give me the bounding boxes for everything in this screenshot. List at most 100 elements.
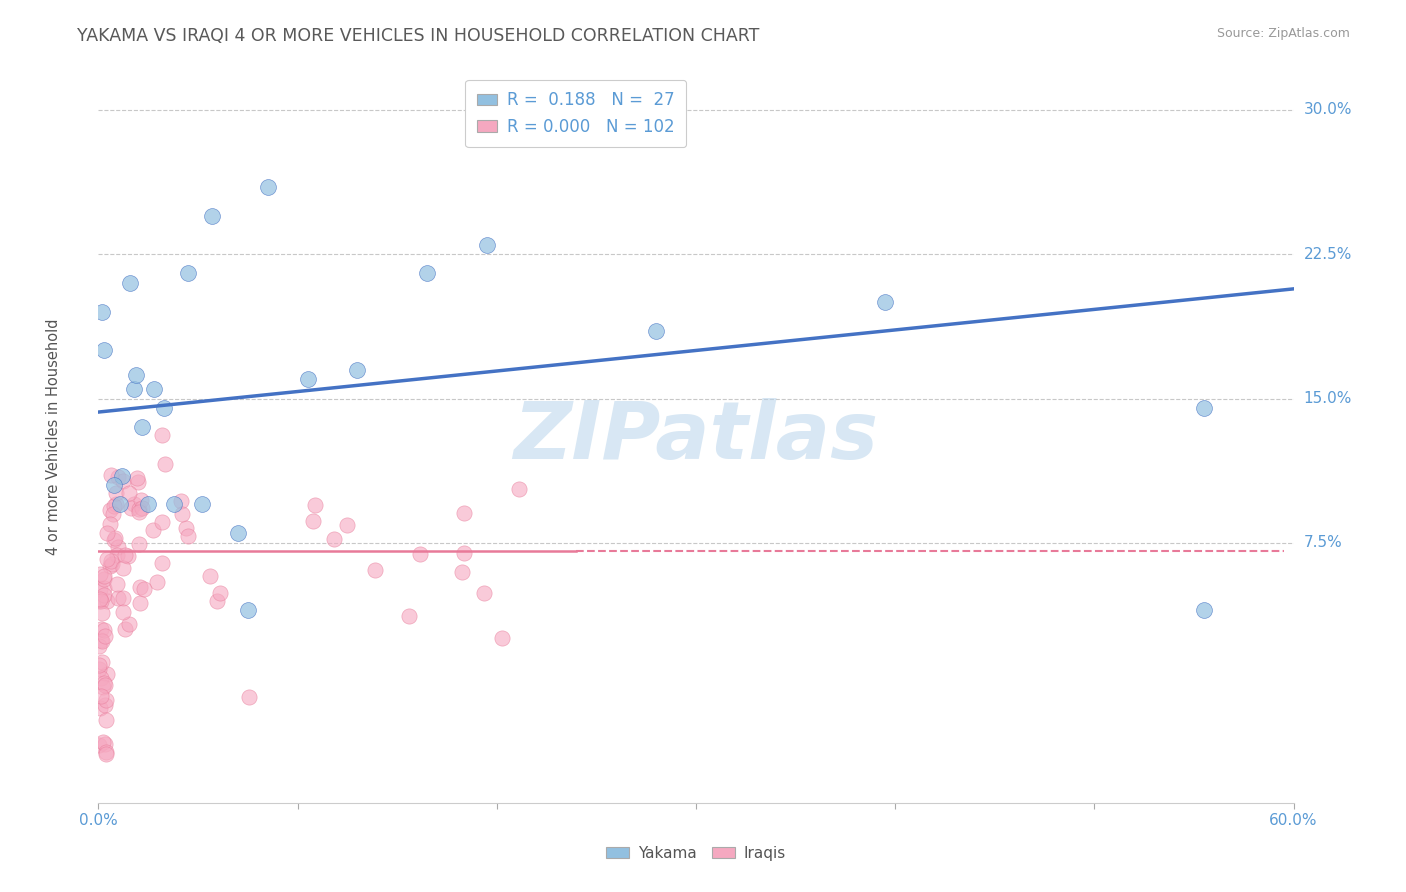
Point: [111, 468, 134, 483]
Point: [94, 737, 117, 751]
Point: [103, 499, 125, 513]
Point: [408, 547, 430, 561]
Point: [177, 267, 200, 281]
Text: Source: ZipAtlas.com: Source: ZipAtlas.com: [1216, 27, 1350, 40]
Point: [93, 581, 115, 595]
Point: [416, 267, 439, 281]
Point: [336, 517, 359, 532]
Point: [127, 475, 149, 489]
Point: [98, 517, 121, 532]
Point: [105, 485, 128, 500]
Point: [120, 501, 142, 516]
Point: [226, 526, 249, 541]
Point: [89, 582, 111, 596]
Point: [91, 680, 114, 694]
Point: [107, 540, 129, 554]
Point: [152, 427, 174, 442]
Point: [875, 295, 897, 310]
Point: [114, 623, 136, 637]
Point: [129, 580, 152, 594]
Point: [155, 457, 177, 471]
Point: [98, 502, 121, 516]
Point: [100, 467, 122, 482]
Point: [120, 276, 142, 290]
Point: [89, 701, 111, 715]
Point: [364, 563, 387, 577]
Point: [163, 498, 186, 512]
Point: [90, 594, 112, 608]
Point: [87, 662, 110, 676]
Point: [100, 559, 122, 574]
Point: [96, 713, 118, 727]
Point: [91, 606, 114, 620]
Point: [150, 556, 173, 570]
Point: [174, 521, 197, 535]
Point: [645, 324, 668, 338]
Point: [94, 629, 117, 643]
Point: [103, 533, 125, 547]
Point: [323, 532, 346, 546]
Point: [94, 745, 117, 759]
Point: [96, 667, 118, 681]
Point: [191, 498, 214, 512]
Point: [124, 382, 146, 396]
Point: [112, 474, 135, 488]
Point: [125, 368, 148, 383]
Point: [198, 569, 221, 583]
Point: [91, 655, 114, 669]
Text: 22.5%: 22.5%: [1303, 247, 1351, 261]
Point: [110, 498, 132, 512]
Text: 15.0%: 15.0%: [1303, 391, 1351, 406]
Point: [93, 588, 115, 602]
Point: [91, 305, 114, 319]
Point: [201, 209, 224, 223]
Point: [236, 603, 259, 617]
Point: [105, 548, 128, 562]
Point: [256, 179, 278, 194]
Point: [118, 486, 141, 500]
Point: [302, 514, 325, 528]
Point: [94, 747, 117, 762]
Text: 4 or more Vehicles in Household: 4 or more Vehicles in Household: [45, 318, 60, 556]
Point: [94, 678, 117, 692]
Point: [398, 608, 420, 623]
Point: [209, 586, 232, 600]
Text: YAKAMA VS IRAQI 4 OR MORE VEHICLES IN HOUSEHOLD CORRELATION CHART: YAKAMA VS IRAQI 4 OR MORE VEHICLES IN HO…: [77, 27, 759, 45]
Point: [96, 552, 118, 566]
Point: [177, 529, 200, 543]
Point: [87, 738, 110, 752]
Point: [1192, 401, 1215, 416]
Point: [146, 575, 169, 590]
Point: [128, 505, 150, 519]
Point: [107, 591, 129, 606]
Point: [93, 572, 115, 586]
Point: [111, 605, 134, 619]
Text: 30.0%: 30.0%: [1303, 103, 1353, 118]
Point: [125, 471, 148, 485]
Point: [122, 497, 145, 511]
Point: [143, 382, 166, 396]
Point: [93, 569, 115, 583]
Point: [91, 634, 114, 648]
Point: [104, 531, 127, 545]
Point: [297, 372, 319, 386]
Point: [91, 735, 114, 749]
Point: [117, 617, 139, 632]
Point: [136, 498, 159, 512]
Point: [89, 639, 111, 653]
Point: [150, 515, 173, 529]
Point: [90, 689, 112, 703]
Point: [304, 498, 326, 512]
Point: [142, 523, 165, 537]
Point: [93, 623, 115, 637]
Point: [94, 698, 117, 713]
Point: [103, 478, 125, 492]
Point: [238, 690, 260, 704]
Point: [129, 596, 152, 610]
Point: [131, 501, 153, 516]
Point: [103, 508, 125, 522]
Point: [128, 537, 150, 551]
Point: [114, 548, 136, 562]
Point: [96, 594, 118, 608]
Point: [453, 506, 475, 520]
